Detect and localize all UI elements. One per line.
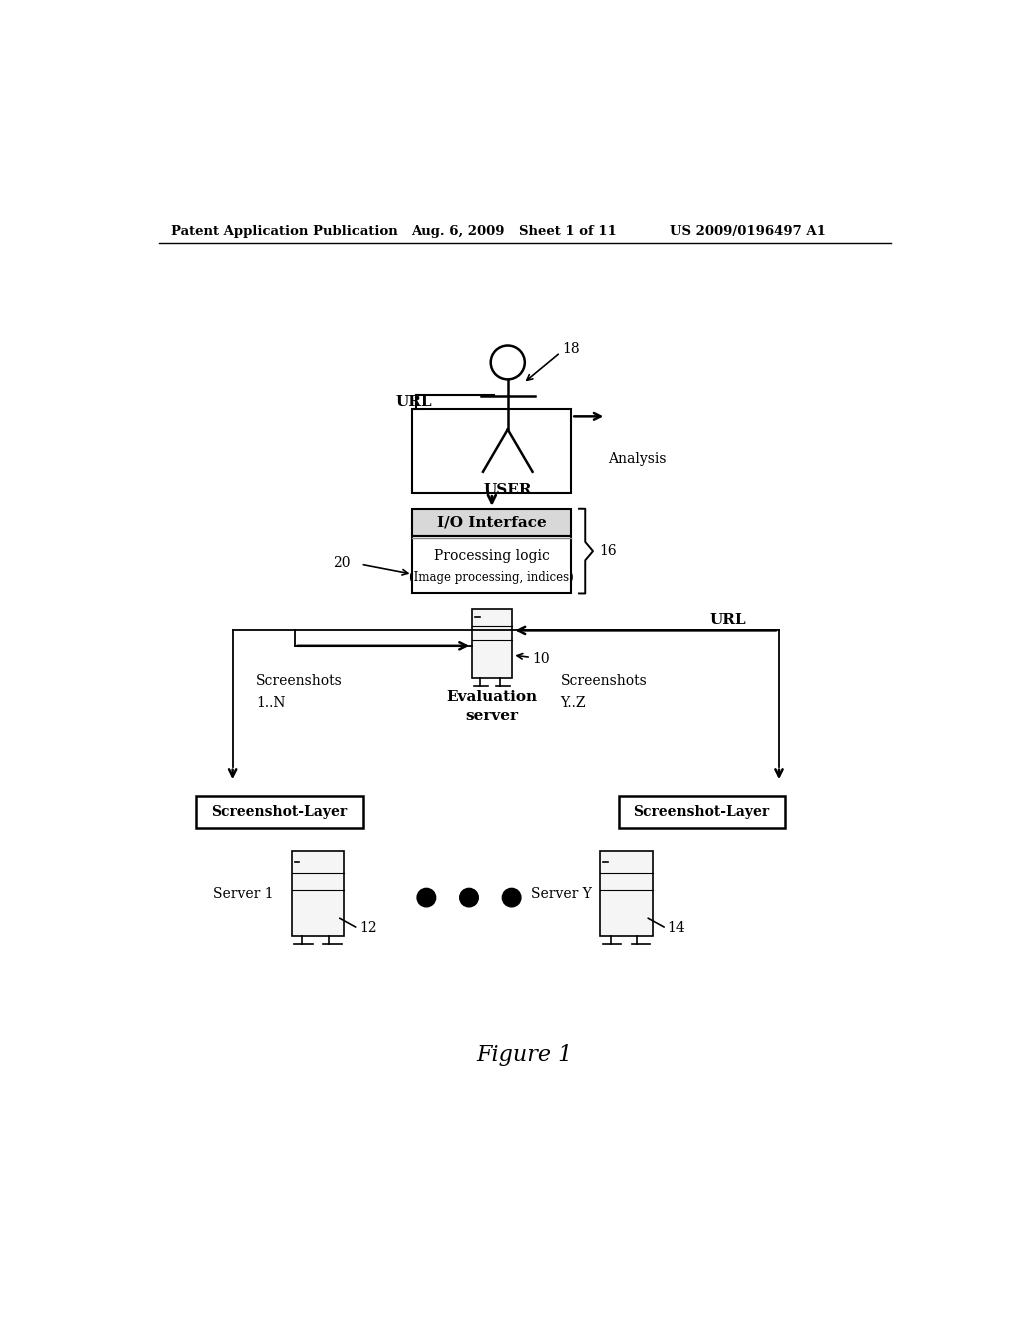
Text: Server Y: Server Y [531,887,592,900]
Text: Server 1: Server 1 [213,887,273,900]
Text: Analysis: Analysis [608,451,667,466]
Text: Evaluation: Evaluation [446,689,538,704]
Text: 16: 16 [599,544,616,558]
FancyBboxPatch shape [197,796,362,829]
Text: URL: URL [395,395,432,409]
Text: 14: 14 [668,921,685,936]
FancyBboxPatch shape [600,851,652,936]
FancyBboxPatch shape [472,609,512,678]
Text: Processing logic: Processing logic [434,549,550,562]
Text: Sheet 1 of 11: Sheet 1 of 11 [519,224,617,238]
Text: Figure 1: Figure 1 [477,1044,572,1067]
Circle shape [460,888,478,907]
Text: (Image processing, indices): (Image processing, indices) [410,570,574,583]
Text: server: server [466,709,519,723]
Circle shape [417,888,435,907]
FancyBboxPatch shape [292,851,344,936]
Text: Screenshot-Layer: Screenshot-Layer [634,805,770,820]
Text: Patent Application Publication: Patent Application Publication [171,224,397,238]
Text: URL: URL [710,614,745,627]
FancyBboxPatch shape [618,796,785,829]
Text: 18: 18 [562,342,580,356]
Circle shape [503,888,521,907]
Text: US 2009/0196497 A1: US 2009/0196497 A1 [671,224,826,238]
Text: 1..N: 1..N [256,696,286,710]
Text: I/O Interface: I/O Interface [437,515,547,529]
Text: Screenshots: Screenshots [560,675,647,688]
Text: 10: 10 [532,652,550,665]
Text: Screenshots: Screenshots [256,675,343,688]
FancyBboxPatch shape [413,508,571,536]
Text: USER: USER [483,483,532,498]
Text: Y..Z: Y..Z [560,696,586,710]
Text: 20: 20 [334,556,351,570]
FancyBboxPatch shape [413,536,571,594]
Text: 12: 12 [359,921,377,936]
Text: Screenshot-Layer: Screenshot-Layer [211,805,347,820]
Text: Aug. 6, 2009: Aug. 6, 2009 [411,224,505,238]
